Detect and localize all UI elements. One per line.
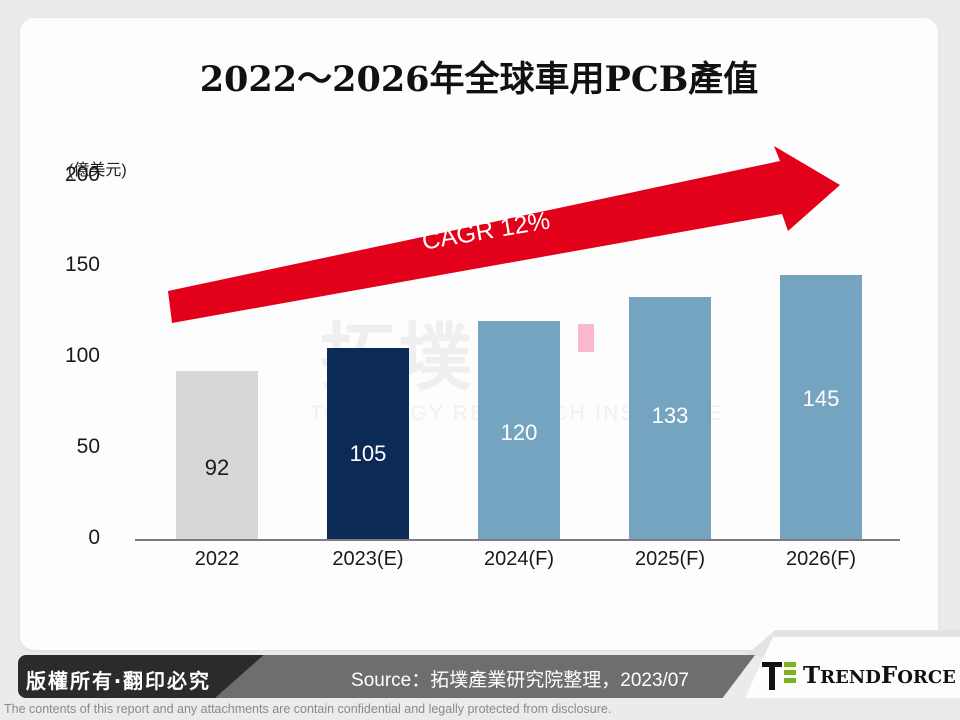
y-tick-200: 200 (64, 163, 100, 186)
logo-orce: ORCE (897, 667, 956, 688)
logo-f: F (880, 662, 898, 689)
y-tick-0: 0 (88, 526, 100, 549)
cagr-label: CAGR 12% (420, 206, 553, 256)
bar-2023[interactable] (327, 348, 409, 539)
y-tick-100: 100 (64, 344, 100, 367)
x-tick-2022: 2022 (194, 548, 240, 570)
bar-value-2025: 133 (651, 403, 689, 428)
logo-plate (745, 637, 960, 698)
logo-rend: REND (820, 667, 881, 688)
bar-value-2022: 92 (204, 455, 230, 480)
source-banner (215, 655, 755, 698)
x-tick-2026: 2026(F) (785, 548, 857, 570)
bar-chart: (億美元) 200 150 100 50 0 92 105 120 133 14… (20, 18, 938, 650)
disclaimer-text: The contents of this report and any atta… (4, 702, 612, 716)
footer-bar: 版權所有‧翻印必究 Source：拓墣產業研究院整理，2023/07 TREND… (0, 637, 960, 698)
bar-value-2024: 120 (500, 420, 538, 445)
slide-card: 拓墣 TOPOLOGY RESEARCH INSTITUTE 2022～2026… (20, 18, 938, 650)
page-title: 2022～2026年全球車用PCB產值 (199, 59, 759, 100)
bar-2025[interactable] (629, 297, 711, 539)
bar-value-2023: 105 (349, 441, 387, 466)
y-tick-50: 50 (76, 435, 100, 458)
copyright-text: 版權所有‧翻印必究 (26, 669, 211, 693)
trendforce-logo-icon (762, 662, 796, 690)
bar-value-2026: 145 (802, 386, 840, 411)
trendforce-logo-text: TRENDFORCE (803, 662, 956, 689)
y-tick-150: 150 (64, 253, 100, 276)
source-text: Source：拓墣產業研究院整理，2023/07 (351, 670, 689, 691)
arrow-shape (168, 146, 840, 323)
y-axis-unit-label: (億美元) (68, 162, 127, 179)
x-tick-2023: 2023(E) (332, 548, 404, 570)
x-tick-2024: 2024(F) (483, 548, 555, 570)
bar-2022[interactable] (176, 371, 258, 539)
x-tick-2025: 2025(F) (634, 548, 706, 570)
bar-2024[interactable] (478, 321, 560, 539)
x-axis-line (135, 539, 900, 541)
logo-t: T (803, 662, 821, 689)
